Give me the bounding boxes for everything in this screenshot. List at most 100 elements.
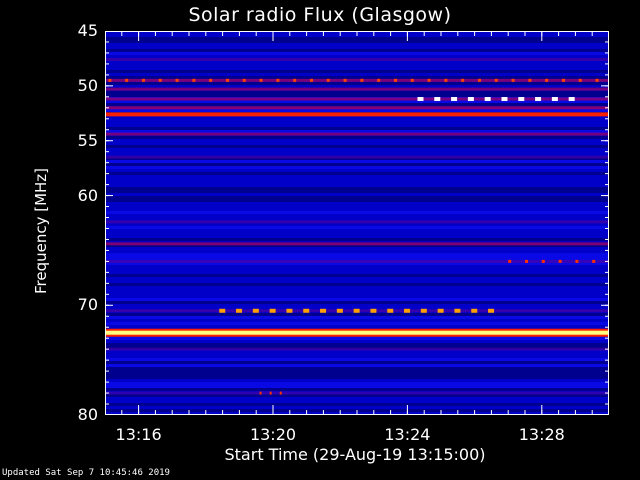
burst-dash [141, 78, 145, 82]
burst-dash [293, 78, 297, 82]
noise-row [105, 94, 609, 97]
noise-row [105, 382, 609, 385]
band [105, 242, 609, 246]
y-tick-label: 60 [77, 185, 98, 205]
band [105, 220, 609, 224]
noise-row [105, 343, 609, 346]
noise-row [105, 205, 609, 208]
noise-row [105, 319, 609, 322]
x-tick-label: 13:20 [249, 425, 297, 444]
burst-dash [545, 78, 549, 82]
noise-row [105, 136, 609, 139]
noise-row [105, 178, 609, 181]
noise-row [105, 190, 609, 193]
burst-dash [303, 308, 310, 313]
noise-row [105, 250, 609, 253]
band [105, 259, 609, 263]
band [105, 132, 609, 136]
burst-dash [158, 78, 162, 82]
noise-row [105, 109, 609, 112]
noise-row [105, 148, 609, 151]
noise-row [105, 295, 609, 298]
noise-row [105, 358, 609, 361]
burst-dash [269, 391, 272, 395]
burst-dash [242, 78, 246, 82]
noise-row [105, 394, 609, 397]
noise-row [105, 238, 609, 241]
band [105, 87, 609, 91]
burst-dash [259, 391, 262, 395]
noise-row [105, 211, 609, 214]
noise-row [105, 214, 609, 217]
noise-row [105, 163, 609, 166]
burst-dash [568, 97, 575, 102]
burst-dash [467, 97, 474, 102]
band [105, 78, 609, 82]
burst-dashes [108, 78, 599, 395]
noise-row [105, 370, 609, 373]
noise-row [105, 223, 609, 226]
noise-row [105, 265, 609, 268]
y-tick-label: 50 [77, 75, 98, 95]
burst-dash [525, 259, 528, 263]
noise-row [105, 187, 609, 190]
noise-row [105, 169, 609, 172]
noise-row [105, 286, 609, 289]
noise-row [105, 337, 609, 340]
noise-row [105, 154, 609, 157]
noise-row [105, 229, 609, 232]
noise-row [105, 340, 609, 343]
y-tick-label: 55 [77, 130, 98, 150]
noise-row [105, 127, 609, 130]
noise-row [105, 172, 609, 175]
burst-dash [417, 97, 424, 102]
noise-row [105, 298, 609, 301]
noise-row [105, 67, 609, 70]
burst-dash [125, 78, 129, 82]
burst-dash [269, 308, 276, 313]
burst-dash [578, 78, 582, 82]
noise-row [105, 226, 609, 229]
band [105, 112, 609, 117]
noise-row [105, 73, 609, 76]
burst-dash [535, 97, 542, 102]
burst-dash [437, 308, 444, 313]
band [105, 347, 609, 351]
burst-dash [209, 78, 213, 82]
noise-row [105, 373, 609, 376]
band [105, 97, 609, 101]
noise-row [105, 361, 609, 364]
noise-row [105, 313, 609, 316]
burst-dash [236, 308, 243, 313]
burst-dash [259, 78, 263, 82]
burst-dash [541, 259, 545, 263]
noise-row [105, 121, 609, 124]
noise-row [105, 151, 609, 154]
noise-row [105, 247, 609, 250]
burst-dash [276, 78, 280, 82]
burst-dash [404, 308, 411, 313]
band [105, 391, 609, 395]
noise-row [105, 193, 609, 196]
noise-row [105, 352, 609, 355]
burst-dash [444, 78, 448, 82]
band [105, 58, 609, 62]
noise-row [105, 406, 609, 409]
noise-row [105, 139, 609, 142]
noise-row [105, 199, 609, 202]
noise-row [105, 103, 609, 106]
burst-dash [326, 78, 330, 82]
noise-row [105, 184, 609, 187]
noise-row [105, 289, 609, 292]
burst-dash [471, 308, 478, 313]
noise-row [105, 292, 609, 295]
updated-timestamp: Updated Sat Sep 7 10:45:46 2019 [2, 468, 170, 478]
band [105, 106, 609, 110]
noise-row [105, 364, 609, 367]
noise-row [105, 403, 609, 406]
burst-dash [279, 391, 282, 395]
noise-row [105, 46, 609, 49]
burst-dash [477, 78, 481, 82]
noise-row [105, 124, 609, 127]
noise-row [105, 244, 609, 247]
